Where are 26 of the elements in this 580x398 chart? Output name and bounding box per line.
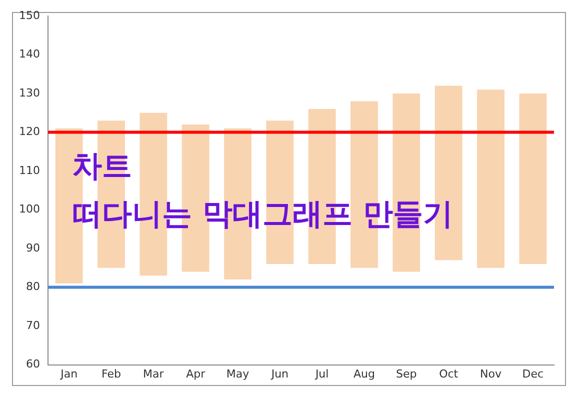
- x-tick-label: May: [226, 367, 250, 380]
- x-tick-label: Dec: [522, 367, 544, 380]
- y-tick-label: 80: [26, 280, 40, 294]
- x-tick-label: Jul: [314, 367, 329, 380]
- y-tick-label: 60: [26, 358, 40, 371]
- y-tick-label: 90: [26, 241, 40, 254]
- y-tick-label: 120: [18, 125, 40, 138]
- y-tick-label: 110: [18, 164, 40, 177]
- x-tick-label: Jan: [60, 367, 78, 380]
- x-tick-label: Nov: [480, 367, 502, 380]
- x-tick-label: Sep: [396, 367, 417, 380]
- x-tick-label: Feb: [102, 367, 121, 380]
- y-tick-label: 130: [18, 86, 40, 100]
- bar: [477, 90, 504, 268]
- x-tick-label: Apr: [186, 367, 206, 380]
- x-tick-label: Jun: [270, 367, 289, 380]
- y-tick-label: 70: [26, 318, 40, 332]
- annotation: 차트: [72, 148, 132, 186]
- y-tick-label: 100: [18, 202, 40, 216]
- y-tick-label: 150: [18, 8, 40, 22]
- bar: [519, 94, 547, 264]
- y-tick-label: 140: [18, 48, 40, 61]
- x-tick-label: Oct: [439, 367, 459, 380]
- x-tick-label: Aug: [354, 367, 375, 380]
- annotation: 떠다니는 막대그래프 만들기: [72, 196, 453, 234]
- x-tick-label: Mar: [143, 367, 164, 380]
